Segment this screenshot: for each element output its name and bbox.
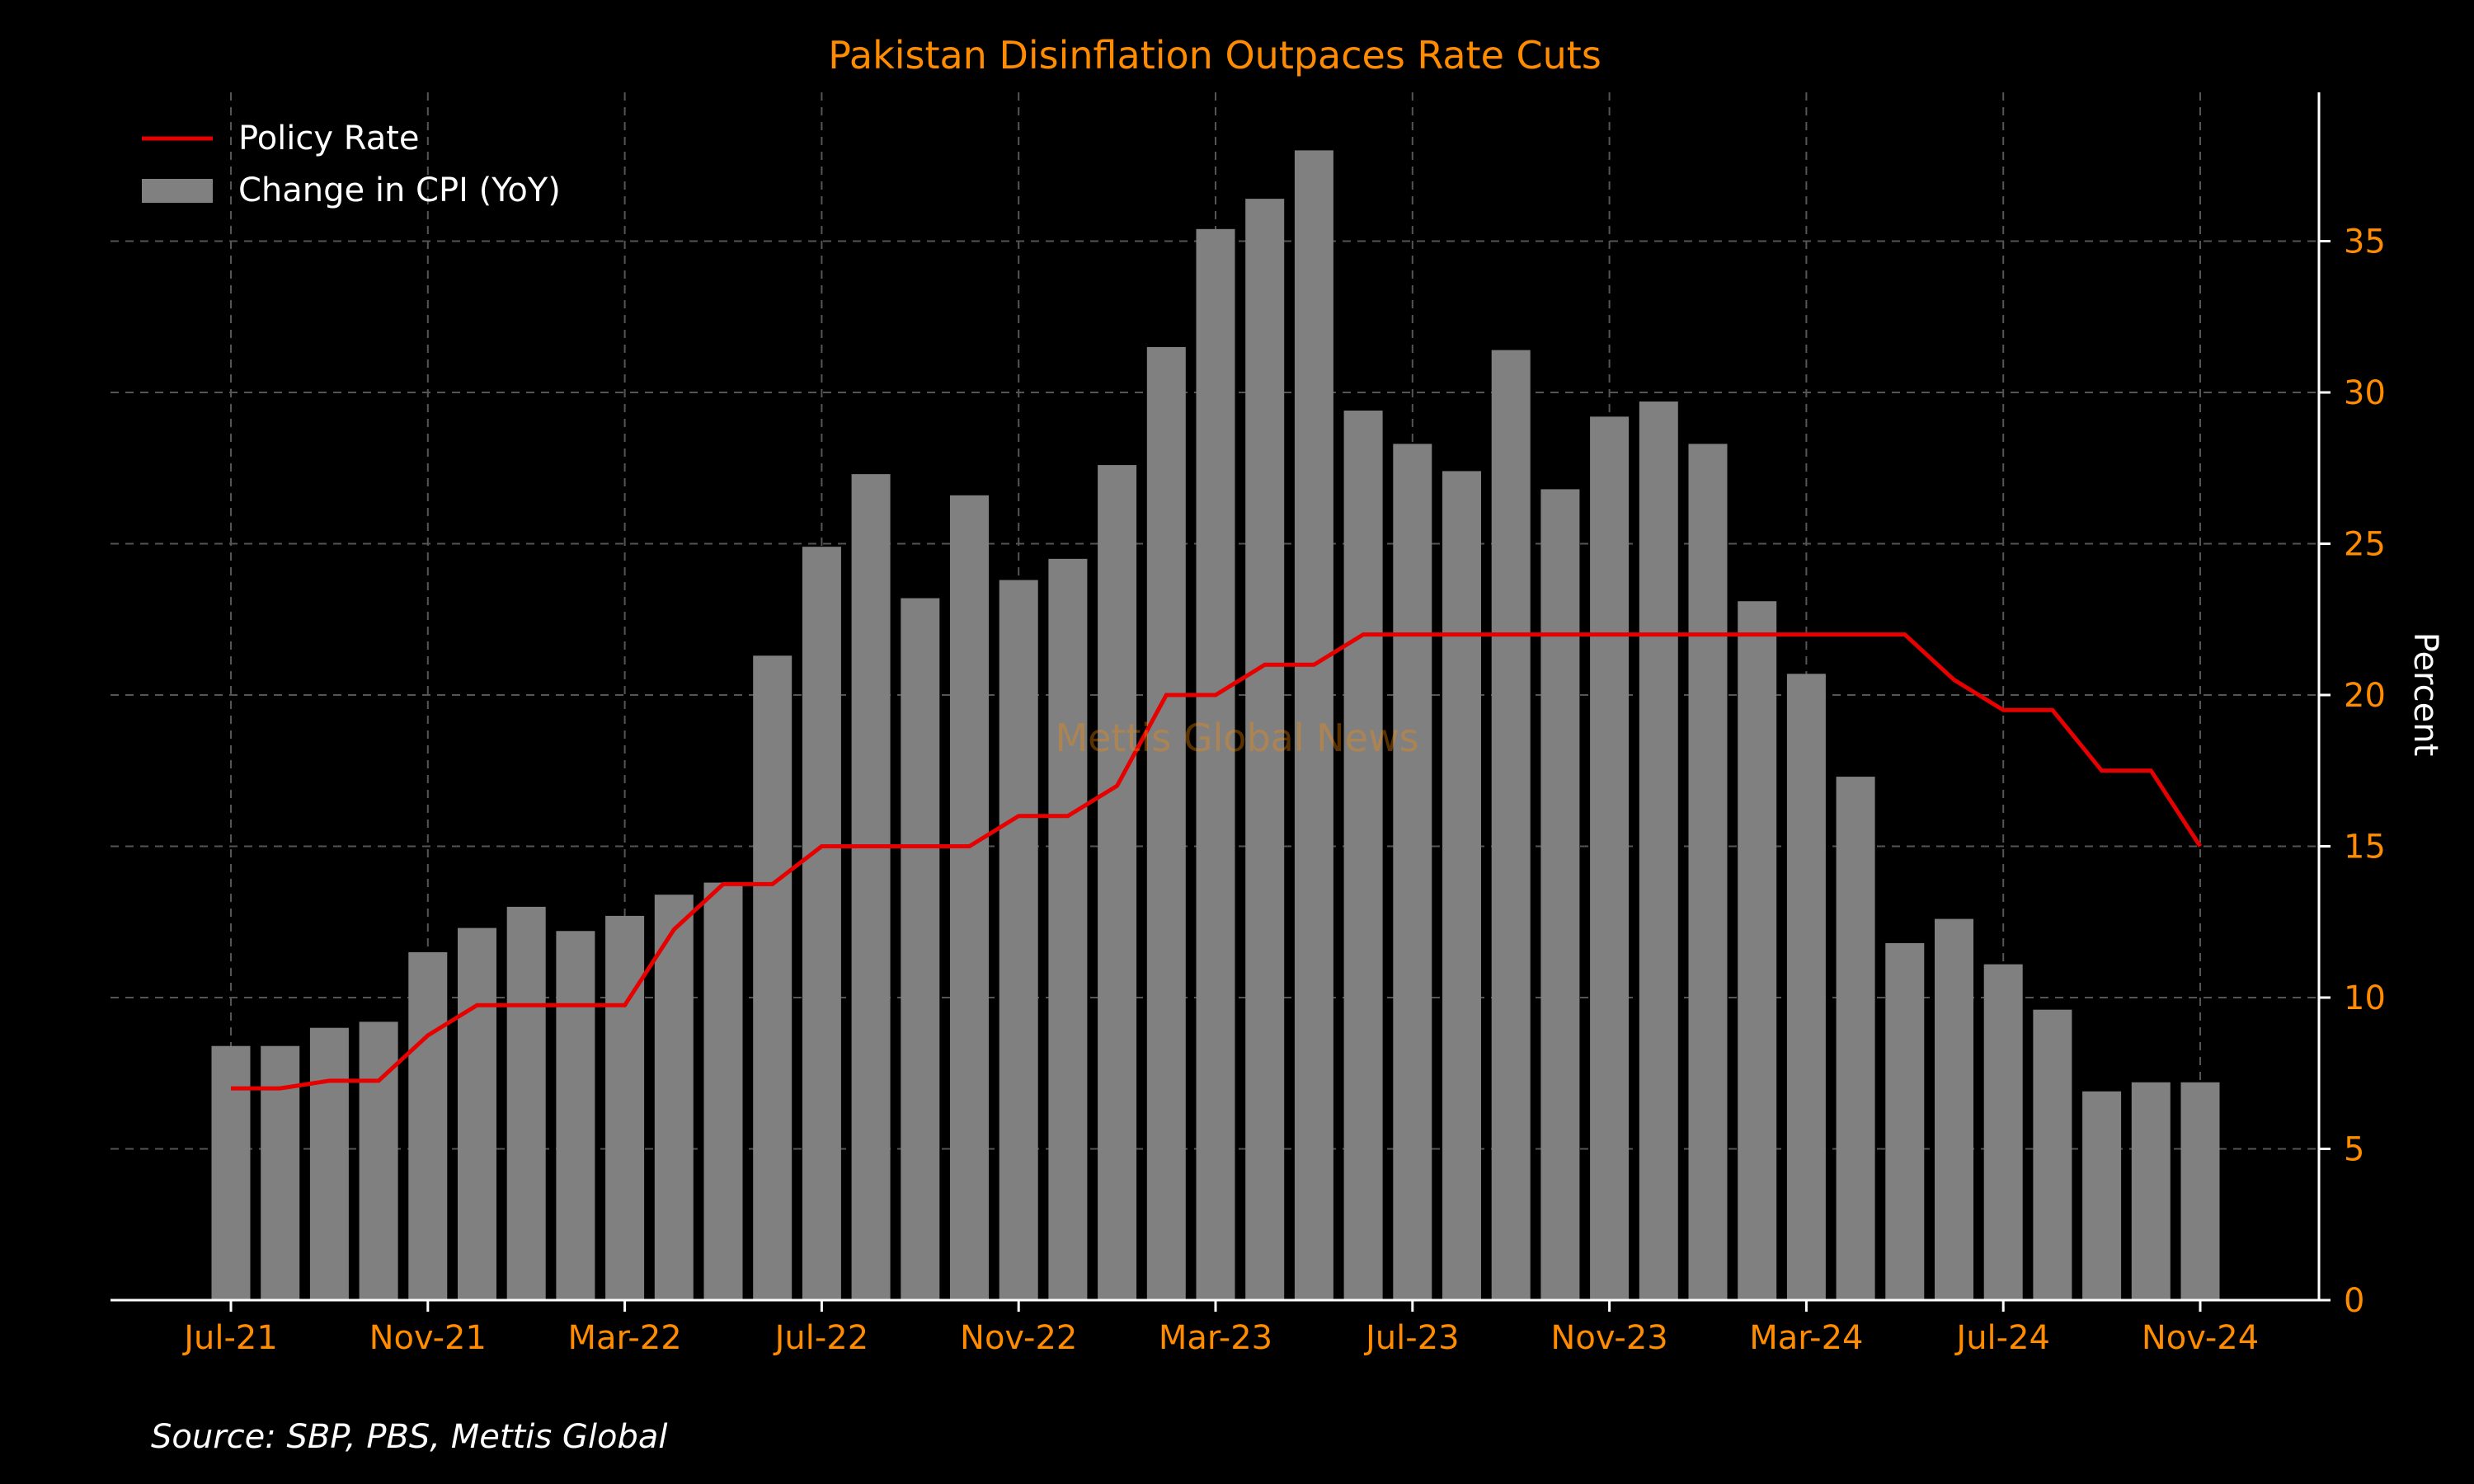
cpi-bar [1983,964,2023,1300]
cpi-bar [2131,1082,2171,1300]
legend: Policy Rate Change in CPI (YoY) [142,120,561,209]
cpi-bar [1294,150,1333,1300]
cpi-bar [1196,228,1235,1300]
cpi-bar [211,1045,251,1300]
source-note: Source: SBP, PBS, Mettis Global [151,1418,667,1456]
x-tick-label: Nov-23 [1550,1319,1667,1357]
cpi-bar [1442,471,1481,1300]
y-tick-label: 35 [2344,223,2386,261]
cpi-bar [1343,411,1383,1300]
cpi-bar [1098,465,1137,1300]
x-tick-label: Jul-23 [1363,1319,1460,1357]
cpi-bar [654,895,694,1300]
cpi-bar [1836,777,1875,1300]
cpi-bar [458,928,496,1300]
x-tick-label: Mar-22 [567,1319,681,1357]
cpi-bar [2082,1091,2122,1300]
policy-rate-line-group [231,632,2203,1091]
cpi-bar [1245,199,1285,1300]
legend-swatch-cpi [142,179,213,203]
x-tick-label: Jul-21 [181,1319,278,1357]
legend-label-cpi: Change in CPI (YoY) [238,171,561,209]
cpi-bar [1639,402,1678,1300]
cpi-bar [1048,558,1088,1300]
x-tick-label: Jul-22 [773,1319,869,1357]
cpi-bar [1935,918,1973,1300]
cpi-bar [1540,489,1580,1300]
cpi-bar [605,915,645,1300]
legend-label-policy-rate: Policy Rate [238,120,420,157]
cpi-bar [359,1021,398,1300]
x-tick-label: Nov-21 [369,1319,487,1357]
cpi-bar [1786,674,1826,1300]
y-tick-label: 10 [2344,979,2386,1017]
cpi-bar [1738,601,1777,1300]
cpi-bar [261,1045,300,1300]
cpi-bar [506,906,546,1300]
cpi-bar [950,495,989,1300]
y-tick-label: 15 [2344,829,2386,866]
y-ticks: 0 5 10 15 20 25 30 35 [2319,223,2386,1320]
cpi-bar [408,951,448,1300]
x-tick-label: Mar-24 [1749,1319,1863,1357]
x-tick-label: Jul-24 [1954,1319,2050,1357]
cpi-bar [1491,350,1531,1300]
cpi-bar [1590,416,1630,1300]
cpi-bar [1885,942,1925,1300]
x-tick-label: Mar-23 [1159,1319,1272,1357]
y-tick-label: 0 [2344,1282,2364,1320]
cpi-bar [802,547,841,1300]
cpi-bar [309,1027,349,1300]
y-tick-label: 25 [2344,526,2386,564]
cpi-bar [901,598,940,1300]
x-tick-label: Nov-22 [960,1319,1077,1357]
x-ticks: Jul-21 Nov-21 Mar-22 Jul-22 Nov-22 Mar-23 Jul-… [181,1300,2259,1357]
cpi-bar [999,580,1038,1300]
y-axis-label: Percent [2406,632,2444,757]
cpi-bars [211,150,2220,1301]
cpi-bar [1393,444,1432,1300]
cpi-bar [2180,1082,2220,1300]
cpi-bar [2033,1009,2072,1300]
cpi-bar [753,655,793,1300]
y-tick-label: 20 [2344,677,2386,715]
cpi-bar [703,882,743,1300]
x-tick-label: Nov-24 [2142,1319,2259,1357]
policy-rate-line [231,632,2203,1091]
y-tick-label: 30 [2344,374,2386,412]
cpi-bar [851,474,891,1300]
chart-title: Pakistan Disinflation Outpaces Rate Cuts [828,33,1602,77]
cpi-bar [1146,346,1186,1301]
cpi-bar [1688,444,1728,1300]
cpi-bar [556,931,595,1300]
watermark-text: Mettis Global News [1055,716,1418,760]
y-tick-label: 5 [2344,1131,2364,1169]
